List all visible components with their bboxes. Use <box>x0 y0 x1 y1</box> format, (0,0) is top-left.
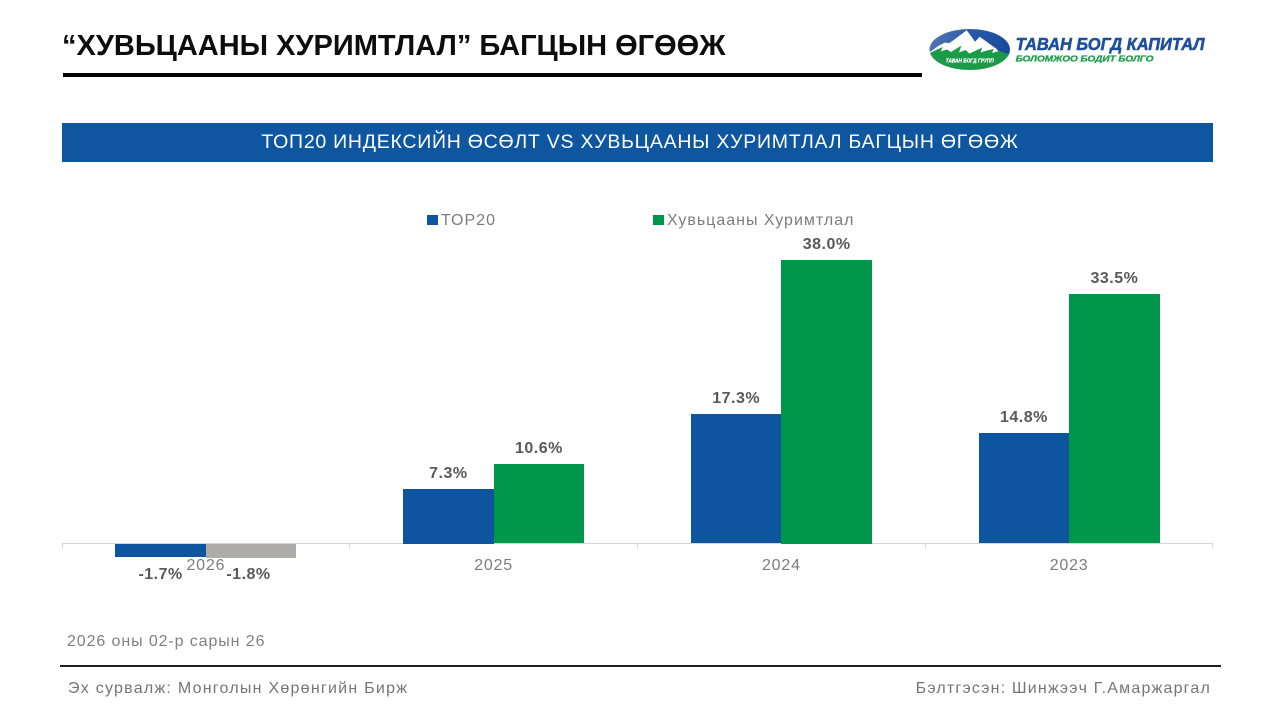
svg-text:ТАВАН БОГД ГРУПП: ТАВАН БОГД ГРУПП <box>946 59 994 65</box>
svg-text:ТАВАН БОГД КАПИТАЛ: ТАВАН БОГД КАПИТАЛ <box>1016 34 1206 54</box>
svg-text:БОЛОМЖОО БОДИТ БОЛГО: БОЛОМЖОО БОДИТ БОЛГО <box>1016 54 1155 64</box>
